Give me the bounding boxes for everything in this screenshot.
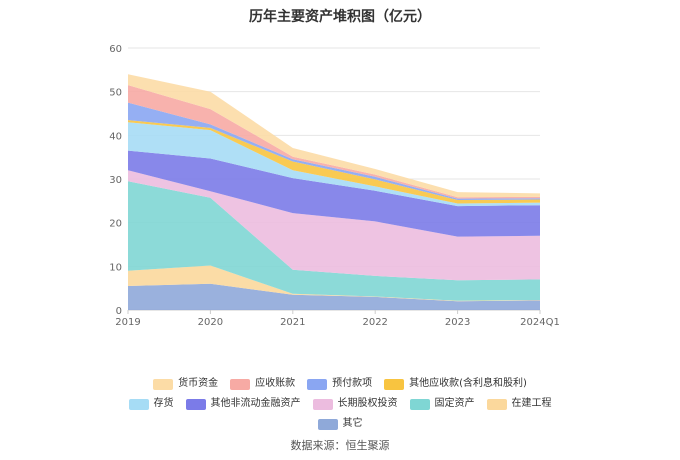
legend-swatch [409, 398, 430, 410]
legend-item[interactable]: 货币资金 [153, 376, 218, 392]
x-tick-label: 2024Q1 [520, 317, 560, 328]
legend-label: 预付款项 [332, 378, 373, 389]
legend-label: 货币资金 [178, 378, 219, 389]
area-series-9 [128, 74, 540, 198]
y-tick-label: 30 [109, 175, 122, 186]
area-series-5 [128, 122, 540, 207]
legend-item[interactable]: 预付款项 [307, 376, 372, 392]
y-tick-label: 60 [109, 44, 122, 55]
legend-label: 存货 [153, 398, 174, 409]
x-tick-label: 2023 [445, 317, 470, 328]
legend-item[interactable]: 存货 [128, 396, 174, 412]
legend-swatch [486, 398, 507, 410]
y-tick-label: 10 [109, 262, 122, 273]
area-series-3 [128, 170, 540, 281]
legend-label: 固定资产 [434, 398, 475, 409]
legend-swatch [307, 378, 328, 390]
legend-swatch [153, 378, 174, 390]
data-source-note: 数据来源：恒生聚源 [290, 439, 390, 452]
area-series-1 [128, 265, 540, 302]
area-series-0 [128, 283, 540, 310]
area-series-4 [128, 150, 540, 237]
legend-item[interactable]: 固定资产 [409, 396, 475, 412]
legend-swatch [128, 398, 149, 410]
y-tick-label: 0 [116, 306, 122, 317]
x-tick-label: 2019 [115, 317, 140, 328]
legend-item[interactable]: 应收账款 [230, 376, 295, 392]
chart-title: 历年主要资产堆积图（亿元） [249, 9, 431, 25]
legend-swatch [230, 378, 251, 390]
legend-item[interactable]: 在建工程 [486, 396, 552, 412]
legend-label: 其他非流动金融资产 [210, 398, 301, 409]
y-tick-label: 20 [109, 219, 122, 230]
chart-legend: 货币资金 应收账款 预付款项 其他应收款(含利息和股利) 存货 其他非流动金融资产 长期股权… [0, 376, 680, 432]
area-series-2 [128, 181, 540, 301]
legend-label: 应收账款 [255, 378, 296, 389]
legend-label: 其他应收款(含利息和股利) [409, 378, 527, 389]
x-tick-label: 2022 [362, 317, 387, 328]
legend-item[interactable]: 其他应收款(含利息和股利) [384, 376, 527, 392]
legend-swatch [185, 398, 206, 410]
legend-swatch [312, 398, 333, 410]
stacked-area-chart: 0 10 20 30 40 50 60 2019 2020 2021 2022 2023 2024Q1 [109, 44, 560, 328]
legend-item[interactable]: 长期股权投资 [312, 396, 398, 412]
y-tick-label: 40 [109, 131, 122, 142]
legend-label: 长期股权投资 [337, 398, 398, 409]
legend-label: 在建工程 [511, 398, 552, 409]
x-tick-label: 2021 [280, 317, 305, 328]
legend-swatch [317, 418, 338, 430]
legend-item[interactable]: 其它 [317, 416, 363, 432]
x-tick-label: 2020 [198, 317, 223, 328]
legend-label: 其它 [342, 418, 363, 429]
legend-swatch [384, 378, 405, 390]
y-tick-label: 50 [109, 88, 122, 99]
legend-item[interactable]: 其他非流动金融资产 [185, 396, 301, 412]
